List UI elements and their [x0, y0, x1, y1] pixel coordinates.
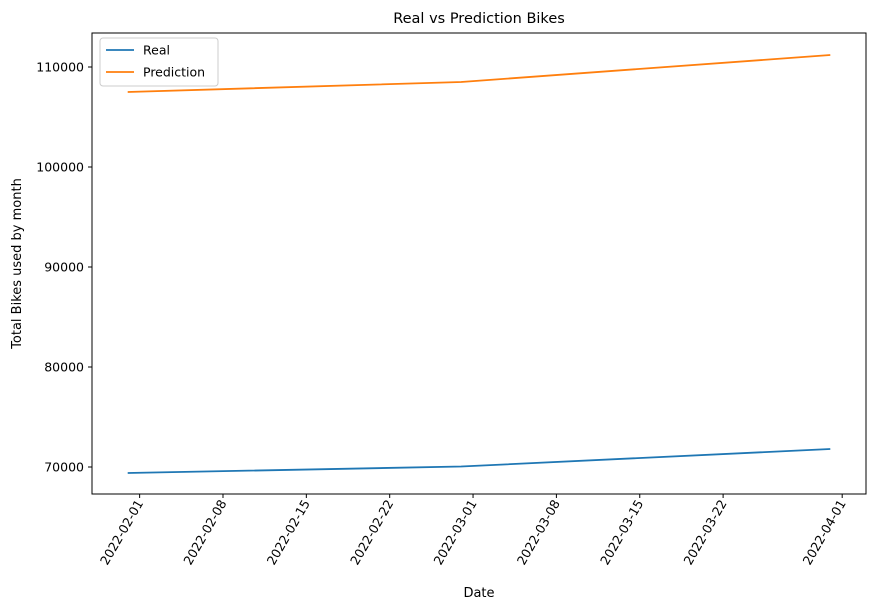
y-tick-label: 90000 — [44, 260, 84, 275]
y-tick-label: 80000 — [44, 360, 84, 375]
x-tick-label: 2022-03-08 — [514, 497, 563, 567]
x-tick-label: 2022-02-01 — [97, 497, 146, 567]
chart-title: Real vs Prediction Bikes — [393, 11, 565, 27]
series-line-real — [127, 448, 831, 474]
series-line-prediction — [127, 54, 831, 93]
y-tick-label: 110000 — [36, 60, 84, 75]
x-tick-label: 2022-02-15 — [264, 497, 313, 567]
legend-label-prediction: Prediction — [143, 65, 205, 80]
plot-area — [91, 32, 867, 495]
x-tick-label: 2022-04-01 — [799, 497, 848, 567]
x-axis-label: Date — [463, 586, 494, 601]
legend-label-real: Real — [143, 43, 170, 58]
x-tick-label: 2022-02-22 — [347, 497, 396, 567]
legend: Real Prediction — [99, 37, 219, 87]
x-tick-label: 2022-03-01 — [430, 497, 479, 567]
y-tick-label: 70000 — [44, 460, 84, 475]
x-axis: 2022-02-01 2022-02-08 2022-02-15 2022-02-22… — [97, 494, 849, 567]
y-axis: 70000 80000 90000 100000 110000 — [36, 60, 92, 475]
plot-frame — [91, 32, 867, 495]
x-tick-label: 2022-03-15 — [597, 497, 646, 567]
x-tick-label: 2022-02-08 — [180, 497, 229, 567]
y-tick-label: 100000 — [36, 160, 84, 175]
y-axis-label: Total Bikes used by month — [10, 178, 25, 350]
series-layer — [127, 54, 831, 474]
x-tick-label: 2022-03-22 — [680, 497, 729, 567]
